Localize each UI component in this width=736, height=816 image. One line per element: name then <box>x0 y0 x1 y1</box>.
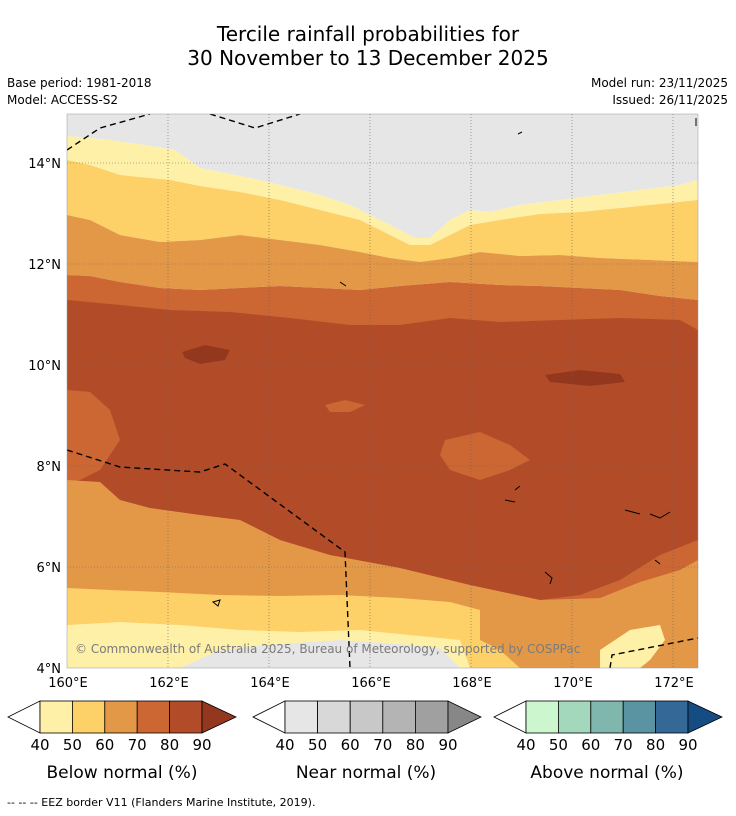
legend-near-swatch-over <box>447 700 482 734</box>
legend-tick: 80 <box>646 736 665 754</box>
legend-below-swatch <box>72 700 106 734</box>
meta-left: Base period: 1981-2018 Model: ACCESS-S2 <box>7 75 152 109</box>
legend-near-title: Near normal (%) <box>296 763 436 783</box>
legend-near-swatch <box>382 700 416 734</box>
legend-below-swatch-under <box>7 700 41 734</box>
lon-label: 170°E <box>553 676 593 691</box>
legend-above-normal: 40 50 60 70 80 90 Above normal (%) <box>493 700 723 783</box>
legend-below-swatch <box>39 700 73 734</box>
legend-tick: 60 <box>341 736 360 754</box>
lat-label: 8°N <box>37 460 62 475</box>
legend-near-swatch <box>349 700 384 734</box>
chart-title: Tercile rainfall probabilities for 30 No… <box>0 22 736 70</box>
legend-tick: 60 <box>95 736 114 754</box>
legend-tick: 50 <box>549 736 568 754</box>
gridlines <box>67 114 698 668</box>
below-normal-60-70 <box>67 215 698 300</box>
below-normal-50-60 <box>67 160 698 262</box>
legend-below-swatch-over <box>201 700 237 734</box>
legend-above-swatch <box>590 700 624 734</box>
orange-lobe-east <box>440 432 530 480</box>
legend-below-normal: 40 50 60 70 80 90 Below normal (%) <box>7 700 237 783</box>
lon-label: 160°E <box>48 676 88 691</box>
near-normal-patch <box>565 142 605 164</box>
orange-lobe-west <box>67 390 120 482</box>
legend-below-ticks: 40 50 60 70 80 90 <box>30 736 211 754</box>
south-near-normal <box>180 640 460 668</box>
legend-tick: 70 <box>373 736 392 754</box>
lat-label: 4°N <box>37 662 62 677</box>
legend-above-swatch <box>558 700 592 734</box>
title-line-2: 30 November to 13 December 2025 <box>187 46 549 70</box>
legend-near-swatch <box>317 700 351 734</box>
lon-label: 168°E <box>452 676 492 691</box>
legend-above-swatch <box>622 700 657 734</box>
legend-below-swatch <box>136 700 170 734</box>
legend-below-swatch <box>169 700 203 734</box>
legend-above-title: Above normal (%) <box>530 763 683 783</box>
legend-near-ticks: 40 50 60 70 80 90 <box>275 736 457 754</box>
legend-tick: 50 <box>308 736 327 754</box>
map-frame <box>66 113 699 669</box>
lon-label: 162°E <box>149 676 189 691</box>
lon-label: 164°E <box>250 676 290 691</box>
latitude-labels: 14°N 12°N 10°N 8°N 6°N 4°N <box>28 157 61 677</box>
legend-tick: 90 <box>678 736 697 754</box>
legend-tick: 90 <box>438 736 457 754</box>
legend-below-swatch <box>104 700 138 734</box>
legend-tick: 90 <box>192 736 211 754</box>
legend-above-swatch <box>655 700 689 734</box>
near-normal-region <box>67 114 698 238</box>
lon-label: 172°E <box>654 676 694 691</box>
legend-below-title: Below normal (%) <box>47 763 198 783</box>
base-period: Base period: 1981-2018 <box>7 76 152 90</box>
legend-near-swatch <box>414 700 449 734</box>
lat-label: 6°N <box>37 561 62 576</box>
orange-lobe-small <box>325 400 365 412</box>
legend-tick: 40 <box>30 736 49 754</box>
below-normal-40-50 <box>67 136 698 245</box>
legend-tick: 40 <box>516 736 535 754</box>
below-normal-90-plus-1 <box>182 345 230 364</box>
east-pocket-40-50 <box>600 625 665 668</box>
eez-footnote: -- -- -- EEZ border V11 (Flanders Marine… <box>7 796 316 809</box>
island-outlines <box>211 118 697 607</box>
legend-above-ticks: 40 50 60 70 80 90 <box>516 736 697 754</box>
lat-label: 14°N <box>28 157 61 172</box>
legend-tick: 80 <box>160 736 179 754</box>
longitude-labels: 160°E 162°E 164°E 166°E 168°E 170°E 172°… <box>48 676 694 691</box>
legend-tick: 70 <box>614 736 633 754</box>
lat-label: 10°N <box>28 359 61 374</box>
meta-right: Model run: 23/11/2025 Issued: 26/11/2025 <box>591 75 728 109</box>
model-run: Model run: 23/11/2025 <box>590 76 728 90</box>
title-line-1: Tercile rainfall probabilities for <box>216 22 520 46</box>
legend-near-normal: 40 50 60 70 80 90 Near normal (%) <box>252 700 482 783</box>
legend-tick: 60 <box>581 736 600 754</box>
map-plot-area: © Commonwealth of Australia 2025, Bureau… <box>67 114 698 668</box>
legend-near-swatch <box>284 700 318 734</box>
lon-label: 166°E <box>351 676 391 691</box>
legend-above-swatch-under <box>493 700 527 734</box>
eez-border <box>67 114 698 668</box>
below-normal-90-plus-2 <box>545 370 625 386</box>
legend-above-swatch-over <box>687 700 723 734</box>
legend-above-swatch <box>525 700 559 734</box>
lat-label: 12°N <box>28 258 61 273</box>
legend-tick: 70 <box>128 736 147 754</box>
legend-tick: 80 <box>406 736 425 754</box>
legend-near-swatch-under <box>252 700 286 734</box>
copyright-text: © Commonwealth of Australia 2025, Bureau… <box>75 642 580 656</box>
legend-tick: 40 <box>275 736 294 754</box>
issued-date: Issued: 26/11/2025 <box>612 93 728 107</box>
model-name: Model: ACCESS-S2 <box>7 93 119 107</box>
legend-tick: 50 <box>63 736 82 754</box>
